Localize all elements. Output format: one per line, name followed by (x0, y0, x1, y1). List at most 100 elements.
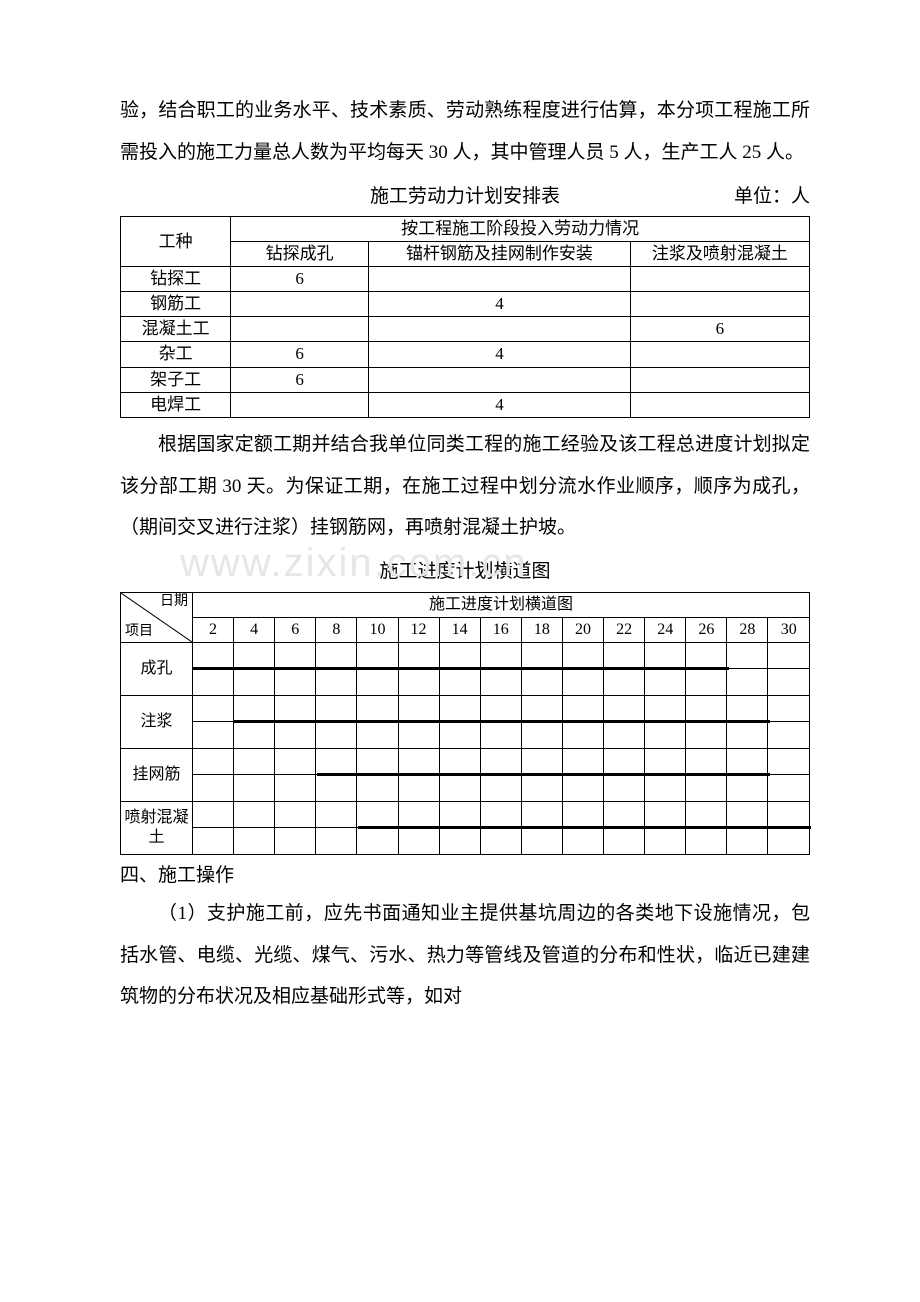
gantt-grid-cell (398, 828, 439, 855)
gantt-day-header: 26 (686, 617, 727, 642)
gantt-diag-header: 日期 项目 (121, 592, 193, 642)
gantt-diag-date-label: 日期 (160, 594, 188, 611)
gantt-grid-cell (234, 828, 275, 855)
gantt-grid-cell (357, 722, 398, 749)
labor-row: 杂工64 (121, 342, 810, 367)
section-4-heading: 四、施工操作 (120, 859, 810, 893)
gantt-grid-cell (645, 748, 686, 775)
gantt-task-row: 注浆 (121, 695, 810, 722)
gantt-grid-cell (768, 801, 810, 828)
gantt-grid-cell (562, 722, 603, 749)
labor-header-col1: 工种 (121, 216, 231, 266)
labor-row: 电焊工4 (121, 392, 810, 417)
gantt-grid-cell (357, 642, 398, 669)
gantt-task-row: 喷射混凝土 (121, 801, 810, 828)
gantt-grid-cell (439, 642, 480, 669)
gantt-grid-cell (604, 722, 645, 749)
labor-cell (630, 367, 809, 392)
labor-table: 工种 按工程施工阶段投入劳动力情况 钻探成孔 锚杆钢筋及挂网制作安装 注浆及喷射… (120, 216, 810, 418)
gantt-grid-cell (192, 695, 233, 722)
gantt-grid-cell (398, 775, 439, 802)
gantt-grid-cell (192, 801, 233, 828)
gantt-task-row-b (121, 828, 810, 855)
gantt-grid-cell (562, 828, 603, 855)
gantt-grid-cell (439, 748, 480, 775)
gantt-day-header: 2 (192, 617, 233, 642)
gantt-grid-cell (768, 642, 810, 669)
gantt-grid-cell (192, 775, 233, 802)
gantt-grid-cell (562, 642, 603, 669)
gantt-grid-cell (480, 828, 521, 855)
gantt-grid-cell (275, 669, 316, 696)
gantt-grid-cell (480, 775, 521, 802)
gantt-grid-cell (357, 748, 398, 775)
gantt-grid-cell (398, 722, 439, 749)
labor-cell (369, 317, 631, 342)
labor-row-name: 架子工 (121, 367, 231, 392)
gantt-grid-cell (686, 722, 727, 749)
labor-cell: 4 (369, 342, 631, 367)
paragraph-2: 根据国家定额工期并结合我单位同类工程的施工经验及该工程总进度计划拟定该分部工期 … (120, 424, 810, 549)
gantt-grid-cell (686, 801, 727, 828)
gantt-grid-cell (727, 828, 768, 855)
gantt-grid-cell (727, 669, 768, 696)
gantt-grid-cell (562, 695, 603, 722)
gantt-day-header: 30 (768, 617, 810, 642)
labor-row-name: 电焊工 (121, 392, 231, 417)
labor-header-row-1: 工种 按工程施工阶段投入劳动力情况 (121, 216, 810, 241)
gantt-grid-cell (686, 669, 727, 696)
gantt-grid-cell (480, 801, 521, 828)
labor-row: 架子工6 (121, 367, 810, 392)
gantt-grid-cell (192, 748, 233, 775)
labor-row-name: 混凝土工 (121, 317, 231, 342)
gantt-grid-cell (727, 775, 768, 802)
labor-cell: 6 (630, 317, 809, 342)
gantt-grid-cell (316, 642, 357, 669)
gantt-grid-cell (521, 828, 562, 855)
gantt-day-header: 12 (398, 617, 439, 642)
labor-cell (630, 392, 809, 417)
gantt-task-row-b (121, 669, 810, 696)
gantt-grid-cell (480, 642, 521, 669)
gantt-grid-cell (727, 722, 768, 749)
gantt-task-name: 成孔 (121, 642, 193, 695)
labor-cell (369, 367, 631, 392)
gantt-grid-cell (645, 669, 686, 696)
gantt-grid-cell (562, 801, 603, 828)
labor-cell (630, 292, 809, 317)
gantt-day-header: 14 (439, 617, 480, 642)
gantt-grid-cell (439, 695, 480, 722)
gantt-grid-cell (439, 722, 480, 749)
gantt-chart: 日期 项目 施工进度计划横道图 246810121416182022242628… (120, 592, 810, 855)
labor-header-span: 按工程施工阶段投入劳动力情况 (231, 216, 810, 241)
gantt-grid-cell (275, 722, 316, 749)
labor-cell: 6 (231, 267, 369, 292)
gantt-grid-cell (480, 669, 521, 696)
labor-subheader-2: 注浆及喷射混凝土 (630, 242, 809, 267)
gantt-grid-cell (275, 748, 316, 775)
gantt-task-row-b (121, 775, 810, 802)
gantt-grid-cell (480, 748, 521, 775)
gantt-grid-cell (316, 722, 357, 749)
gantt-grid-cell (275, 775, 316, 802)
gantt-grid-cell (727, 748, 768, 775)
gantt-grid-cell (398, 642, 439, 669)
gantt-grid-cell (727, 695, 768, 722)
gantt-grid-cell (562, 775, 603, 802)
gantt-grid-cell (562, 748, 603, 775)
gantt-day-header: 8 (316, 617, 357, 642)
gantt-grid-cell (604, 801, 645, 828)
gantt-grid-cell (357, 801, 398, 828)
gantt-grid-cell (398, 748, 439, 775)
gantt-grid-cell (645, 801, 686, 828)
labor-subheader-1: 锚杆钢筋及挂网制作安装 (369, 242, 631, 267)
labor-cell (231, 317, 369, 342)
labor-cell: 4 (369, 292, 631, 317)
labor-cell: 6 (231, 342, 369, 367)
gantt-caption: 施工进度计划横道图 (120, 557, 810, 587)
gantt-grid-cell (645, 828, 686, 855)
gantt-grid-cell (357, 669, 398, 696)
gantt-grid-cell (521, 775, 562, 802)
gantt-grid-cell (398, 801, 439, 828)
labor-cell (231, 392, 369, 417)
